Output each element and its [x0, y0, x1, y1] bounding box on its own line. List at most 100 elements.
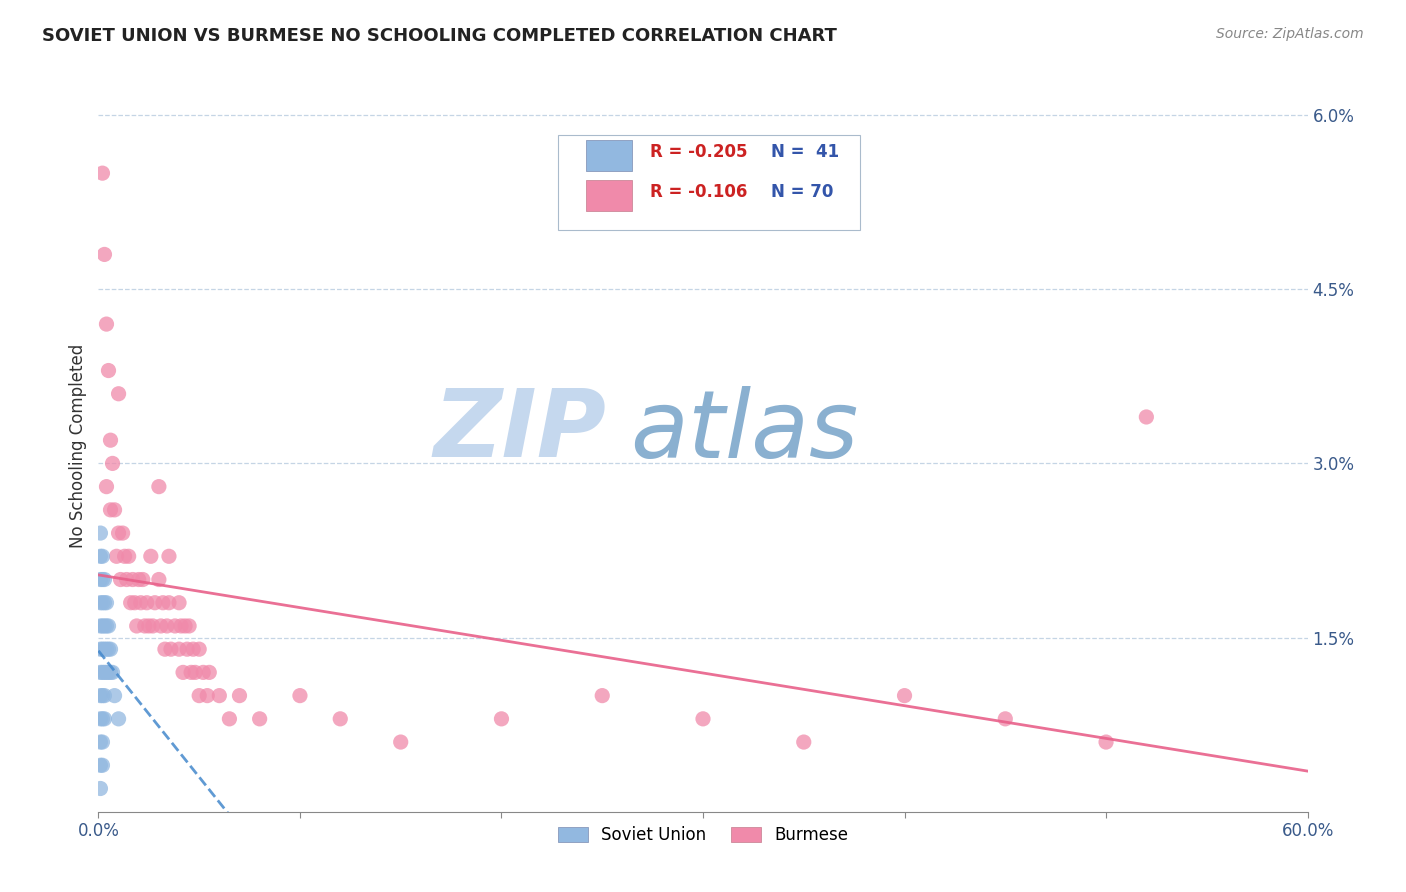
Text: ZIP: ZIP [433, 385, 606, 477]
Point [176, 642, 198, 657]
Point [91, 166, 114, 180]
Point [132, 573, 155, 587]
Point [184, 665, 207, 680]
Point [994, 712, 1017, 726]
Point [100, 433, 122, 447]
Point [893, 689, 915, 703]
Point [93, 689, 115, 703]
Point [389, 735, 412, 749]
Point [96, 480, 118, 494]
Point [120, 596, 142, 610]
Point [89, 549, 111, 564]
Point [148, 480, 170, 494]
Point [180, 665, 202, 680]
Point [143, 596, 166, 610]
Point [100, 665, 122, 680]
Bar [586, 180, 631, 211]
Point [174, 619, 197, 633]
Point [125, 619, 148, 633]
Point [89, 573, 111, 587]
Point [188, 689, 211, 703]
Point [96, 596, 118, 610]
Point [149, 619, 172, 633]
Point [1095, 735, 1118, 749]
Point [134, 619, 156, 633]
Point [101, 665, 124, 680]
Point [288, 689, 311, 703]
Point [128, 573, 150, 587]
Point [167, 642, 190, 657]
Point [118, 549, 141, 564]
Point [107, 526, 129, 541]
Point [188, 642, 211, 657]
Point [172, 665, 194, 680]
Point [93, 596, 115, 610]
Point [89, 758, 111, 772]
Point [91, 573, 114, 587]
Point [91, 758, 114, 772]
Point [218, 712, 240, 726]
Point [193, 665, 215, 680]
Point [591, 689, 613, 703]
Point [1135, 409, 1157, 424]
Point [170, 619, 193, 633]
Point [198, 665, 221, 680]
Point [91, 642, 114, 657]
Point [89, 735, 111, 749]
Point [692, 712, 714, 726]
Point [107, 386, 129, 401]
Point [96, 619, 118, 633]
Point [138, 619, 160, 633]
Point [148, 573, 170, 587]
Point [139, 549, 162, 564]
Point [89, 781, 111, 796]
Point [91, 596, 114, 610]
Y-axis label: No Schooling Completed: No Schooling Completed [69, 344, 87, 548]
Point [156, 619, 179, 633]
Point [93, 619, 115, 633]
Point [124, 596, 146, 610]
Point [167, 596, 190, 610]
Point [329, 712, 352, 726]
Text: SOVIET UNION VS BURMESE NO SCHOOLING COMPLETED CORRELATION CHART: SOVIET UNION VS BURMESE NO SCHOOLING COM… [42, 27, 837, 45]
Point [93, 712, 115, 726]
Point [96, 317, 118, 331]
Text: N = 70: N = 70 [770, 183, 834, 201]
Point [96, 665, 118, 680]
Bar [586, 140, 631, 170]
FancyBboxPatch shape [558, 135, 860, 230]
Point [110, 573, 132, 587]
Text: R = -0.106: R = -0.106 [650, 183, 747, 201]
Point [114, 549, 136, 564]
Point [97, 363, 120, 377]
Point [228, 689, 250, 703]
Point [91, 665, 114, 680]
Point [135, 596, 157, 610]
Point [152, 596, 174, 610]
Point [89, 665, 111, 680]
Point [100, 503, 122, 517]
Point [163, 619, 186, 633]
Point [121, 573, 143, 587]
Point [89, 689, 111, 703]
Point [97, 619, 120, 633]
Point [89, 526, 111, 541]
Point [249, 712, 271, 726]
Point [97, 642, 120, 657]
Point [195, 689, 218, 703]
Point [91, 712, 114, 726]
Point [208, 689, 231, 703]
Point [91, 619, 114, 633]
Point [129, 596, 152, 610]
Point [142, 619, 165, 633]
Point [93, 665, 115, 680]
Point [157, 596, 180, 610]
Point [160, 642, 183, 657]
Point [89, 596, 111, 610]
Point [105, 549, 128, 564]
Point [93, 247, 115, 261]
Point [91, 735, 114, 749]
Point [115, 573, 138, 587]
Point [89, 619, 111, 633]
Legend: Soviet Union, Burmese: Soviet Union, Burmese [551, 820, 855, 851]
